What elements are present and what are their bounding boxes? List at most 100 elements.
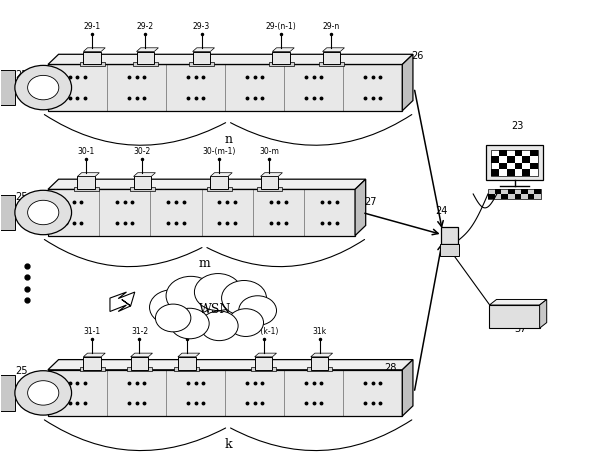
Bar — [507, 170, 514, 176]
Text: 31-(k-1): 31-(k-1) — [248, 326, 279, 335]
Circle shape — [166, 277, 215, 315]
Bar — [134, 177, 152, 190]
Polygon shape — [490, 300, 547, 306]
Bar — [514, 163, 523, 170]
Polygon shape — [323, 49, 345, 52]
Polygon shape — [137, 49, 159, 52]
Text: 30-1: 30-1 — [78, 146, 95, 155]
Bar — [530, 150, 539, 157]
Polygon shape — [403, 360, 413, 416]
Polygon shape — [255, 353, 276, 357]
Text: 31-3: 31-3 — [178, 326, 195, 335]
Bar — [48, 190, 355, 236]
Polygon shape — [540, 300, 547, 328]
Bar — [508, 190, 514, 194]
Bar — [441, 227, 458, 245]
Bar — [48, 65, 403, 112]
Bar — [78, 177, 95, 190]
Bar — [523, 170, 530, 176]
Text: k: k — [224, 437, 232, 450]
Polygon shape — [48, 180, 366, 190]
Polygon shape — [110, 293, 135, 312]
Bar — [507, 157, 514, 163]
Text: 25: 25 — [15, 365, 28, 375]
Text: 26: 26 — [411, 51, 423, 61]
Bar — [0, 195, 15, 231]
Text: 29-n: 29-n — [323, 22, 340, 31]
Bar — [514, 194, 521, 199]
Circle shape — [239, 296, 276, 325]
Text: 31-1: 31-1 — [83, 326, 101, 335]
Circle shape — [156, 305, 191, 332]
Bar — [514, 150, 523, 157]
Bar — [498, 150, 507, 157]
Text: 25: 25 — [15, 192, 28, 202]
Bar — [491, 157, 498, 163]
Bar — [192, 52, 210, 65]
Bar — [498, 163, 507, 170]
Bar — [137, 52, 155, 65]
Bar — [74, 188, 99, 191]
Polygon shape — [272, 49, 294, 52]
Text: 29-2: 29-2 — [137, 22, 154, 31]
Polygon shape — [78, 173, 99, 177]
Text: 29-1: 29-1 — [83, 22, 101, 31]
Bar — [319, 63, 344, 67]
Text: 37: 37 — [514, 324, 527, 333]
Bar — [521, 190, 528, 194]
Bar — [80, 368, 105, 371]
Bar — [440, 245, 459, 257]
Bar — [178, 357, 195, 370]
Circle shape — [15, 66, 72, 111]
Bar — [48, 370, 403, 416]
Bar — [174, 368, 199, 371]
Polygon shape — [134, 173, 156, 177]
Polygon shape — [260, 173, 282, 177]
Polygon shape — [83, 49, 105, 52]
Circle shape — [28, 381, 59, 405]
Bar — [323, 52, 340, 65]
Bar — [0, 71, 15, 106]
Bar — [307, 368, 332, 371]
Circle shape — [15, 191, 72, 235]
Text: WSN: WSN — [199, 302, 231, 316]
Polygon shape — [48, 360, 413, 370]
Text: 29-(n-1): 29-(n-1) — [266, 22, 297, 31]
Bar — [530, 163, 539, 170]
Bar — [133, 63, 158, 67]
Text: n: n — [224, 132, 232, 145]
Polygon shape — [48, 55, 413, 65]
Bar — [189, 63, 214, 67]
Bar — [494, 190, 501, 194]
Circle shape — [150, 290, 194, 325]
Polygon shape — [178, 353, 200, 357]
Text: 30-2: 30-2 — [134, 146, 151, 155]
Bar — [130, 188, 155, 191]
Bar — [487, 146, 543, 181]
Bar — [490, 306, 540, 328]
Bar — [523, 157, 530, 163]
Circle shape — [200, 311, 238, 341]
Text: 28: 28 — [385, 363, 397, 373]
Bar — [528, 194, 535, 199]
Text: 24: 24 — [435, 206, 447, 216]
Text: 30-m: 30-m — [259, 146, 279, 155]
Circle shape — [228, 309, 263, 337]
Bar — [260, 177, 278, 190]
Circle shape — [15, 371, 72, 415]
Circle shape — [194, 274, 242, 311]
Polygon shape — [210, 173, 232, 177]
Text: 31k: 31k — [313, 326, 327, 335]
Bar — [535, 190, 541, 194]
Bar — [80, 63, 105, 67]
Bar — [501, 194, 508, 199]
Circle shape — [28, 76, 59, 100]
Polygon shape — [403, 55, 413, 112]
Text: 31-2: 31-2 — [131, 326, 148, 335]
Bar — [491, 170, 498, 176]
Bar — [83, 357, 101, 370]
Bar — [127, 368, 152, 371]
Text: 29-3: 29-3 — [193, 22, 210, 31]
Bar — [491, 150, 539, 176]
Bar — [272, 52, 290, 65]
